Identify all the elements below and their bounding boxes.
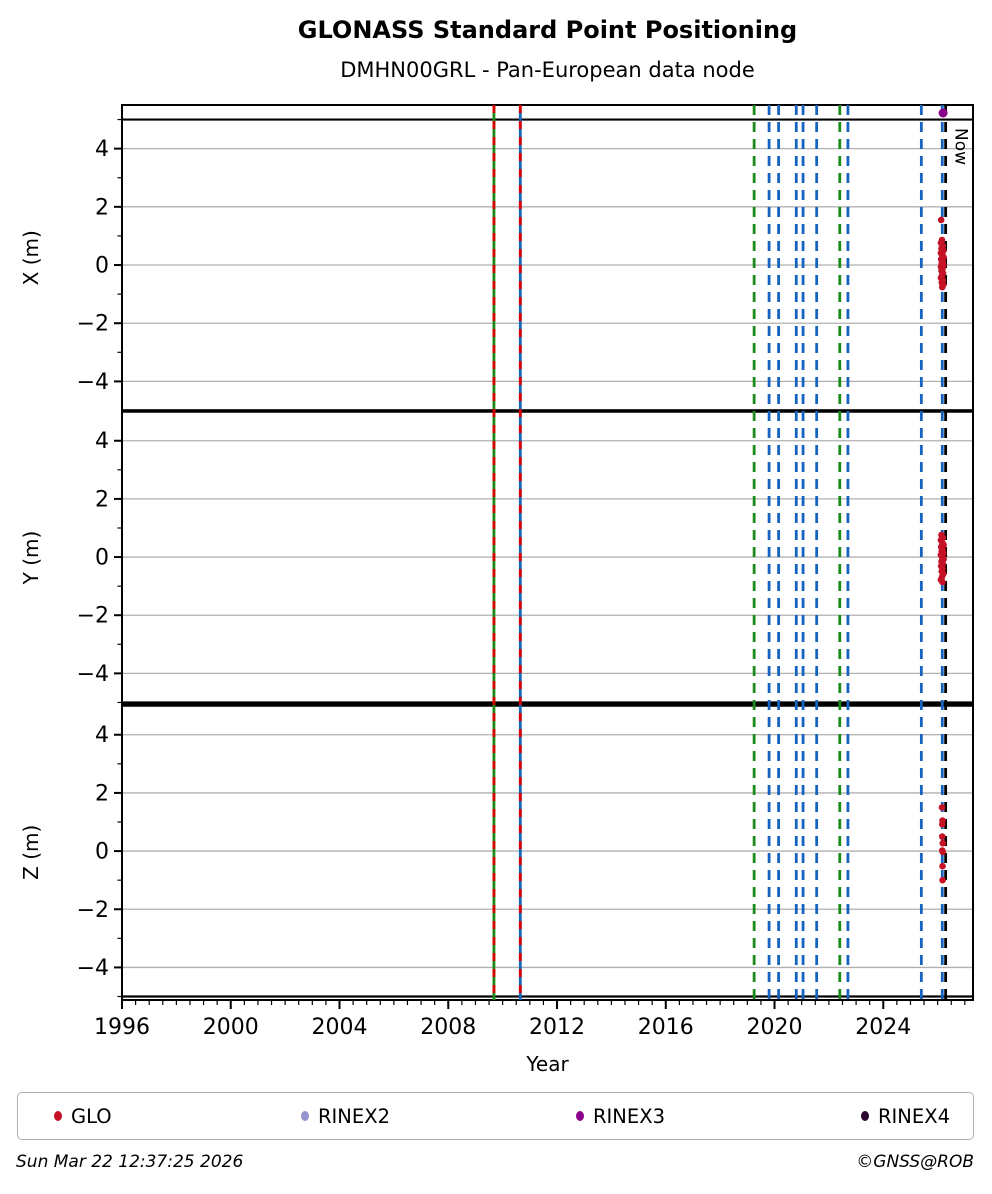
legend-label-rinex3: RINEX3 [593,1104,665,1128]
x-tick-label: 2012 [529,1015,585,1040]
y-tick-label: −4 [77,956,109,981]
data-point [939,839,947,847]
x-tick-label: 2016 [638,1015,694,1040]
x-tick-label: 2008 [420,1015,476,1040]
y-tick-label: 2 [95,195,109,220]
availability-marker [938,108,948,118]
rinex2-marker-icon [301,1111,309,1121]
legend-item-rinex4: RINEX4 [861,1093,950,1139]
y-axis-label: Y (m) [19,531,43,586]
chart-title: GLONASS Standard Point Positioning [297,16,798,44]
y-tick-label: 2 [95,781,109,806]
y-tick-label: 4 [95,429,109,454]
data-point [938,821,946,828]
plot-frame [121,104,974,1001]
y-axis-label: Z (m) [19,825,43,880]
y-tick-label: 0 [95,546,109,571]
y-axis-label: X (m) [19,230,43,285]
x-tick-label: 2004 [312,1015,368,1040]
now-label: Now [951,128,971,165]
legend-item-rinex2: RINEX2 [301,1093,390,1139]
y-tick-label: 4 [95,723,109,748]
data-point [939,848,947,856]
chart-subtitle: DMHN00GRL - Pan-European data node [340,58,755,82]
x-tick-label: 1996 [94,1015,150,1040]
rinex4-marker-icon [861,1111,869,1121]
data-point [939,876,946,884]
y-tick-label: −4 [77,662,109,687]
timestamp: Sun Mar 22 12:37:25 2026 [16,1152,244,1172]
data-point [938,283,946,291]
x-tick-label: 2020 [747,1015,803,1040]
y-tick-label: −2 [77,604,109,629]
data-point [938,833,946,840]
rinex3-marker-icon [576,1111,584,1121]
data-point [939,578,946,586]
y-tick-label: 4 [95,137,109,162]
y-tick-label: −4 [77,370,109,395]
x-tick-label: 2000 [203,1015,259,1040]
y-tick-label: 0 [95,254,109,279]
y-tick-label: −2 [77,312,109,337]
data-point [937,216,945,224]
legend-item-rinex3: RINEX3 [576,1093,665,1139]
x-tick-label: 2024 [855,1015,911,1040]
y-tick-label: 0 [95,840,109,865]
glo-marker-icon [54,1111,62,1121]
legend-label-rinex2: RINEX2 [318,1104,390,1128]
data-point [939,862,946,870]
legend: GLO RINEX2 RINEX3 RINEX4 [17,1092,974,1140]
y-tick-label: −2 [77,898,109,923]
legend-label-rinex4: RINEX4 [878,1104,950,1128]
copyright: ©GNSS@ROB [856,1152,974,1172]
x-axis-label: Year [525,1052,569,1076]
data-point [938,804,946,811]
legend-label-glo: GLO [71,1104,112,1128]
legend-item-glo: GLO [54,1093,112,1139]
y-tick-label: 2 [95,487,109,512]
